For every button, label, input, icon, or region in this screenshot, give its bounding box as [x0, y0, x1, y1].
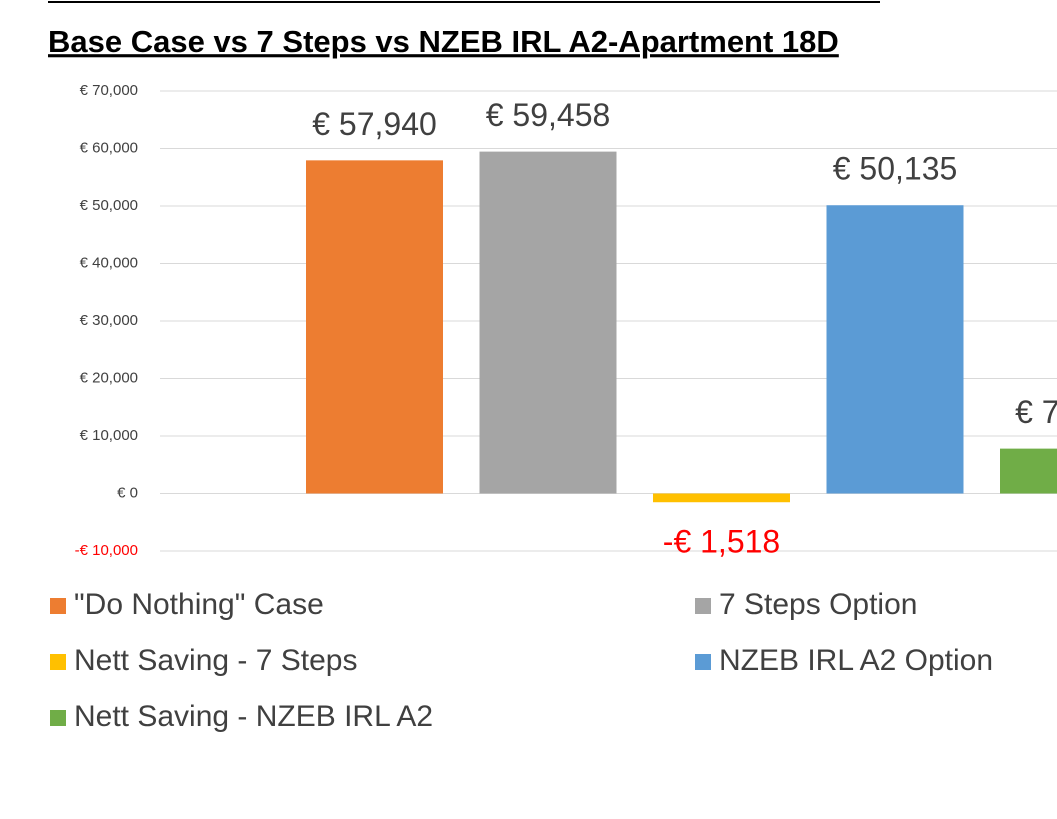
value-label: € 7,805	[1015, 394, 1057, 430]
value-label: -€ 1,518	[663, 524, 780, 560]
bar	[479, 151, 617, 494]
bar	[306, 160, 443, 494]
bar	[653, 493, 790, 503]
legend-swatch	[695, 654, 711, 670]
legend-swatch	[50, 598, 66, 614]
value-label: € 50,135	[833, 151, 958, 187]
value-label: € 57,940	[312, 106, 437, 142]
y-tick-label: € 60,000	[80, 139, 138, 156]
legend-swatch	[695, 598, 711, 614]
legend-label: 7 Steps Option	[719, 588, 917, 621]
bar	[826, 205, 964, 494]
y-tick-label: € 0	[117, 484, 138, 501]
y-tick-label: € 70,000	[80, 82, 138, 99]
legend-label: Nett Saving - 7 Steps	[74, 644, 357, 677]
chart-title: Base Case vs 7 Steps vs NZEB IRL A2-Apar…	[48, 24, 839, 59]
y-tick-label: € 20,000	[80, 369, 138, 386]
legend-label: Nett Saving - NZEB IRL A2	[74, 700, 433, 733]
legend-swatch	[50, 710, 66, 726]
legend-label: NZEB IRL A2 Option	[719, 644, 993, 677]
value-label: € 59,458	[486, 97, 611, 133]
y-tick-label: € 40,000	[80, 254, 138, 271]
bar	[1000, 448, 1057, 494]
legend-swatch	[50, 654, 66, 670]
y-tick-label: € 50,000	[80, 197, 138, 214]
y-tick-label: € 30,000	[80, 312, 138, 329]
y-tick-label: € 10,000	[80, 427, 138, 444]
legend-label: "Do Nothing" Case	[74, 588, 324, 621]
y-tick-label: -€ 10,000	[75, 542, 138, 559]
